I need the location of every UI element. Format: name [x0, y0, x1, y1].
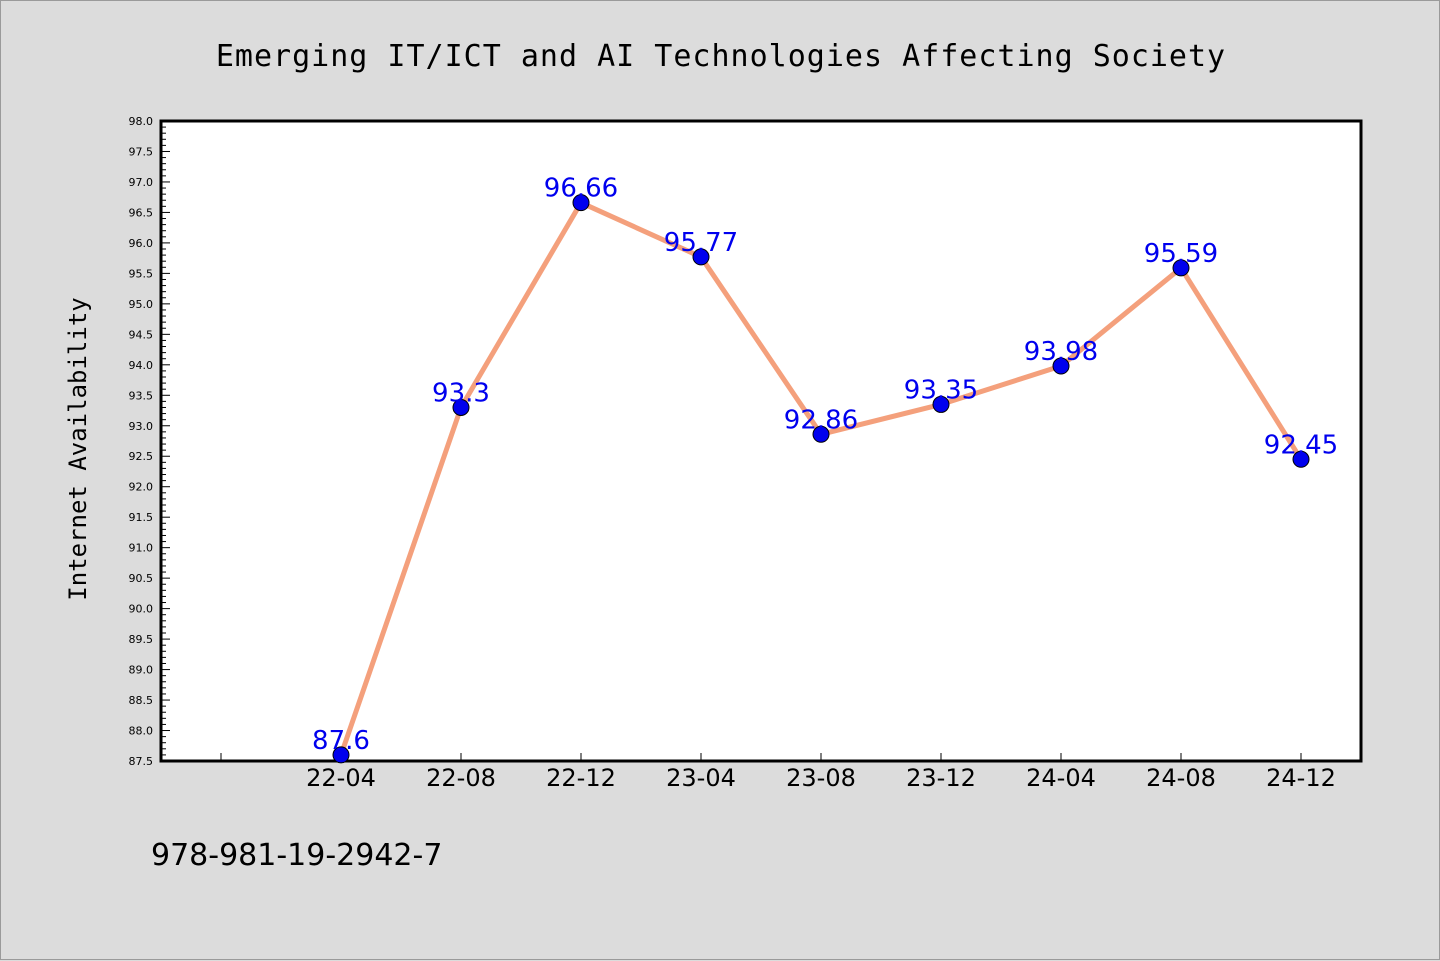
x-tick-label: 24-12: [1266, 764, 1336, 792]
y-tick-label: 90.0: [129, 603, 154, 616]
data-point: [1292, 450, 1310, 468]
y-tick-label: 97.0: [129, 176, 154, 189]
data-point: [452, 398, 470, 416]
x-axis: 22-04 22-08 22-12 23-04 23-08 23-12 24-04 24-08…: [220, 753, 1336, 792]
y-tick-label: 91.0: [129, 542, 154, 555]
data-label: 92.45: [1264, 430, 1338, 460]
data-label: 95.59: [1144, 239, 1218, 269]
data-point: [1172, 259, 1190, 277]
footer-isbn: 978-981-19-2942-7: [151, 838, 442, 873]
data-label: 93.3: [432, 378, 490, 408]
y-tick-label: 95.0: [129, 298, 154, 311]
series-layer: 87.6 93.3 96.66 95.77 92.86 93.35 93.98 95.59 92…: [312, 174, 1338, 764]
data-point: [812, 425, 830, 443]
x-tick-label: 24-08: [1146, 764, 1216, 792]
x-tick-label: 23-04: [666, 764, 736, 792]
y-tick-label: 89.0: [129, 664, 154, 677]
y-tick-label: 92.5: [129, 450, 154, 463]
y-tick-label: 91.5: [129, 511, 154, 524]
y-tick-label: 88.5: [129, 694, 154, 707]
y-tick-label: 88.0: [129, 725, 154, 738]
y-tick-label: 87.5: [129, 755, 154, 768]
y-axis-label: Internet Availability: [64, 297, 92, 600]
x-tick-label: 24-04: [1026, 764, 1096, 792]
x-tick-label: 22-04: [306, 764, 376, 792]
y-tick-label: 93.0: [129, 420, 154, 433]
y-tick-label: 92.0: [129, 481, 154, 494]
y-tick-label: 90.5: [129, 572, 154, 585]
chart-title: Emerging IT/ICT and AI Technologies Affe…: [216, 39, 1226, 74]
data-label: 92.86: [784, 405, 858, 435]
data-point: [1052, 357, 1070, 375]
x-tick-label: 22-12: [546, 764, 616, 792]
data-point: [332, 746, 350, 764]
y-tick-label: 94.0: [129, 359, 154, 372]
data-label: 93.35: [904, 375, 978, 405]
data-point: [692, 248, 710, 266]
data-label: 87.6: [312, 726, 370, 756]
y-tick-label: 98.0: [129, 115, 154, 128]
x-tick-label: 23-08: [786, 764, 856, 792]
data-label: 95.77: [664, 228, 738, 258]
y-tick-label: 96.0: [129, 237, 154, 250]
x-tick-label: 22-08: [426, 764, 496, 792]
y-tick-label: 93.5: [129, 389, 154, 402]
y-tick-label: 89.5: [129, 633, 154, 646]
y-tick-label: 95.5: [129, 267, 154, 280]
data-label: 96.66: [544, 174, 618, 204]
y-tick-label: 96.5: [129, 206, 154, 219]
y-tick-label: 97.5: [129, 145, 154, 158]
plot-area: [159, 119, 1363, 763]
x-tick-label: 23-12: [906, 764, 976, 792]
y-axis: 87.5 88.0 88.5 89.0 89.5 90.0 90.5 91.0 91.5 92.0…: [129, 115, 170, 768]
data-point: [932, 395, 950, 413]
data-label: 93.98: [1024, 337, 1098, 367]
data-point: [572, 194, 590, 212]
y-tick-label: 94.5: [129, 328, 154, 341]
